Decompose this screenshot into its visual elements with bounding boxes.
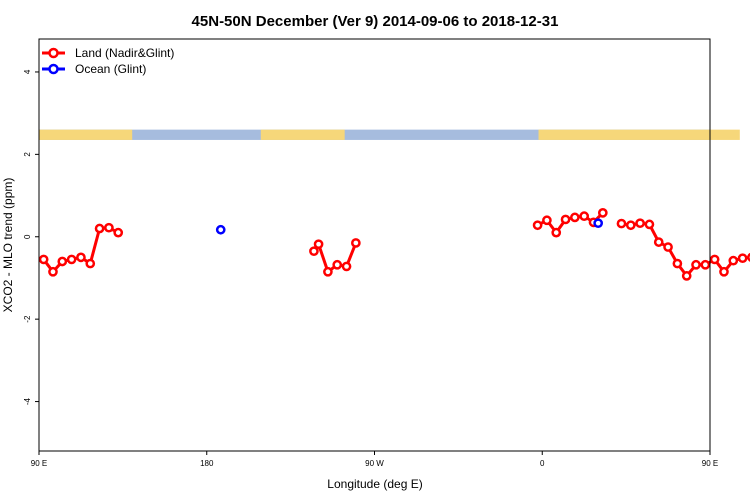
- x-tick-label: 0: [540, 459, 545, 468]
- band-land: [39, 129, 133, 140]
- data-point: [94, 223, 105, 234]
- data-point: [38, 254, 49, 265]
- data-point: [728, 255, 739, 266]
- x-tick-label: 90 E: [31, 459, 47, 468]
- x-axis: 90 E 180 90 W 0 90 E: [31, 451, 718, 468]
- data-point: [681, 271, 692, 281]
- data-point: [104, 222, 114, 233]
- data-point: [625, 220, 636, 231]
- data-point: [635, 218, 645, 229]
- data-point: [532, 220, 543, 231]
- land-ocean-band: [39, 129, 740, 140]
- x-tick-label: 90 E: [702, 459, 718, 468]
- data-point: [691, 259, 701, 270]
- legend-land-label: Land (Nadir&Glint): [75, 46, 174, 60]
- legend-land-swatch-marker: [48, 47, 59, 59]
- data-point: [700, 259, 711, 270]
- data-point: [737, 253, 748, 264]
- plot-frame: [38, 38, 711, 452]
- x-axis-label: Longitude (deg E): [327, 477, 422, 491]
- data-point: [653, 237, 664, 247]
- data-point: [332, 259, 343, 270]
- data-point: [323, 266, 333, 277]
- data-point: [719, 266, 729, 277]
- data-point: [57, 256, 68, 267]
- band-land: [260, 129, 345, 140]
- series-ocean: [215, 218, 604, 235]
- data-point: [663, 242, 673, 252]
- y-tick-label: -2: [23, 315, 32, 323]
- series-line: [621, 221, 750, 279]
- x-tick-label: 180: [200, 459, 214, 468]
- data-point: [76, 252, 86, 263]
- data-point: [351, 238, 361, 248]
- data-point: [542, 215, 552, 226]
- plot-area: [38, 208, 750, 281]
- band-land: [538, 129, 740, 140]
- data-point: [113, 227, 124, 238]
- data-point: [579, 211, 590, 222]
- data-point: [570, 212, 580, 223]
- data-point: [313, 239, 324, 250]
- data-point: [616, 218, 627, 229]
- x-tick-label: 90 W: [365, 459, 384, 468]
- data-point: [85, 258, 96, 269]
- data-point: [597, 208, 608, 218]
- y-axis: -4 -2 0 2 4: [23, 69, 39, 405]
- y-tick-label: 2: [23, 152, 32, 157]
- data-point: [560, 214, 571, 225]
- y-axis-label: XCO2 - MLO trend (ppm): [1, 178, 15, 313]
- data-point: [709, 254, 720, 265]
- data-point: [551, 227, 562, 238]
- data-point: [48, 266, 58, 277]
- data-point: [593, 218, 604, 229]
- data-point: [309, 246, 319, 257]
- data-point: [341, 261, 352, 272]
- legend-ocean-swatch-marker: [48, 63, 59, 75]
- chart-title: 45N-50N December (Ver 9) 2014-09-06 to 2…: [192, 13, 559, 30]
- series-land: [38, 208, 750, 281]
- legend-ocean-label: Ocean (Glint): [75, 62, 146, 76]
- data-point: [672, 258, 683, 269]
- legend: Land (Nadir&Glint) Ocean (Glint): [42, 46, 174, 76]
- data-point: [644, 219, 655, 230]
- data-point: [66, 254, 77, 265]
- y-tick-label: 4: [23, 69, 32, 74]
- series-line: [42, 226, 119, 275]
- band-ocean: [39, 129, 710, 140]
- y-tick-label: -4: [23, 397, 32, 405]
- y-tick-label: 0: [23, 234, 32, 239]
- data-point: [215, 224, 226, 235]
